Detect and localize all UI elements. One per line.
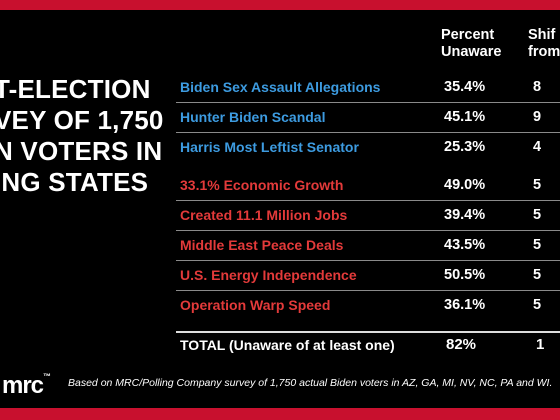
row-label: Created 11.1 Million Jobs [180, 207, 348, 223]
row-percent: 39.4% [444, 207, 486, 223]
table-row: 33.1% Economic Growth 49.0% 5 [176, 171, 560, 201]
row-shift: 5 [533, 297, 542, 313]
row-shift: 8 [533, 79, 542, 95]
row-shift: 4 [533, 139, 542, 155]
table-row: Operation Warp Speed 36.1% 5 [176, 291, 560, 321]
headline-line-4: ING STATES [0, 167, 149, 197]
shift-header-line-1: Shif [528, 27, 556, 43]
logo-text: mrc [2, 372, 44, 399]
row-shift: 5 [533, 237, 542, 253]
table-row: Harris Most Leftist Senator 25.3% 4 [176, 133, 560, 163]
percent-header-line-2: Unaware [441, 44, 502, 60]
shift-header: Shif from [528, 27, 560, 61]
row-label: Operation Warp Speed [180, 297, 331, 313]
headline-line-2: VEY OF 1,750 [0, 105, 164, 135]
headline: T-ELECTION VEY OF 1,750 N VOTERS IN ING … [0, 74, 164, 198]
shift-header-line-2: from [528, 44, 560, 60]
row-percent: 50.5% [444, 267, 486, 283]
table-row: Middle East Peace Deals 43.5% 5 [176, 231, 560, 261]
bottom-red-bar [0, 408, 560, 420]
source-footnote: Based on MRC/Polling Company survey of 1… [68, 377, 553, 389]
mrc-logo: mrc™ [2, 372, 51, 400]
row-percent: 36.1% [444, 297, 486, 313]
percent-unaware-header: Percent Unaware [441, 27, 501, 61]
row-divider [176, 102, 560, 103]
total-row: TOTAL (Unaware of at least one) 82% 1 [176, 331, 560, 361]
row-label: Harris Most Leftist Senator [180, 139, 359, 155]
row-label: 33.1% Economic Growth [180, 177, 344, 193]
total-percent: 82% [446, 336, 477, 353]
row-percent: 49.0% [444, 177, 486, 193]
row-percent: 25.3% [444, 139, 486, 155]
row-label: Hunter Biden Scandal [180, 109, 326, 125]
row-shift: 9 [533, 109, 542, 125]
top-red-bar [0, 0, 560, 10]
row-shift: 5 [533, 177, 542, 193]
row-divider [176, 260, 560, 261]
row-divider [176, 132, 560, 133]
row-shift: 5 [533, 207, 542, 223]
row-percent: 35.4% [444, 79, 486, 95]
headline-line-1: T-ELECTION [0, 74, 151, 104]
row-shift: 5 [533, 267, 542, 283]
row-divider [176, 290, 560, 291]
percent-header-line-1: Percent [441, 27, 495, 43]
table-row: Hunter Biden Scandal 45.1% 9 [176, 103, 560, 133]
headline-line-3: N VOTERS IN [0, 136, 163, 166]
trademark-mark: ™ [43, 372, 52, 381]
row-label: U.S. Energy Independence [180, 267, 357, 283]
row-label: Biden Sex Assault Allegations [180, 79, 381, 95]
total-shift: 1 [536, 336, 545, 353]
row-percent: 43.5% [444, 237, 486, 253]
table-row: U.S. Energy Independence 50.5% 5 [176, 261, 560, 291]
table-row: Biden Sex Assault Allegations 35.4% 8 [176, 73, 560, 103]
row-divider [176, 200, 560, 201]
total-label: TOTAL (Unaware of at least one) [180, 337, 395, 353]
row-divider [176, 230, 560, 231]
total-divider [176, 331, 560, 333]
row-percent: 45.1% [444, 109, 486, 125]
table-row: Created 11.1 Million Jobs 39.4% 5 [176, 201, 560, 231]
row-label: Middle East Peace Deals [180, 237, 344, 253]
